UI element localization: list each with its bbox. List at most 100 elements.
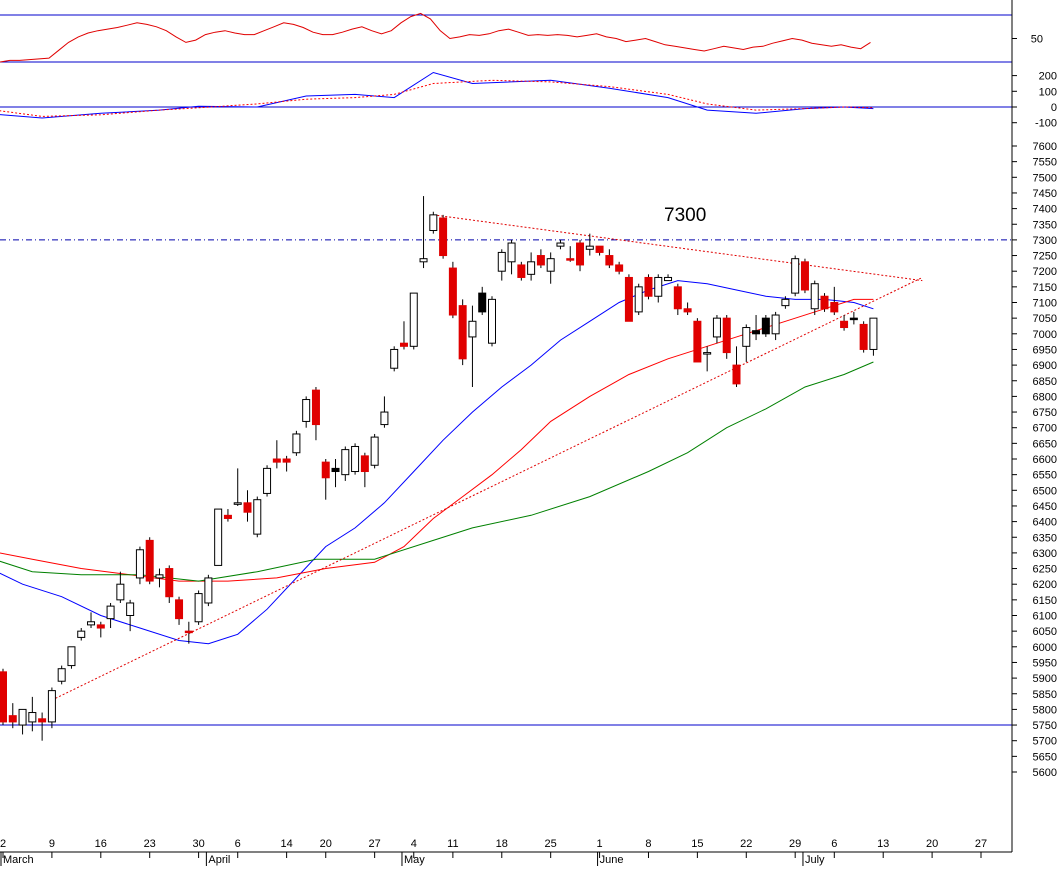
candle-body xyxy=(184,630,193,634)
candle-body xyxy=(87,621,96,626)
moving-average-line xyxy=(0,361,874,582)
x-tick-label: 23 xyxy=(144,838,156,850)
candle-body xyxy=(761,317,770,335)
month-label: April xyxy=(208,854,230,866)
candle-body xyxy=(448,267,457,316)
candle-body xyxy=(439,217,448,257)
candle-body xyxy=(468,320,477,338)
candle-body xyxy=(106,605,115,620)
price-tick-label: 6800 xyxy=(1033,391,1057,403)
candle-body xyxy=(771,314,780,335)
price-tick-label: 6950 xyxy=(1033,344,1057,356)
candle-body xyxy=(311,389,320,426)
candle-body xyxy=(135,549,144,579)
price-tick-label: 5700 xyxy=(1033,736,1057,748)
price-tick-label: 5900 xyxy=(1033,673,1057,685)
candle-body xyxy=(458,305,467,360)
x-tick-label: 4 xyxy=(411,838,417,850)
price-tick-label: 6150 xyxy=(1033,595,1057,607)
price-tick-label: 7350 xyxy=(1033,219,1057,231)
candle-body xyxy=(478,292,487,313)
candle-body xyxy=(869,317,878,350)
price-tick-label: 6250 xyxy=(1033,564,1057,576)
candle-body xyxy=(57,668,66,682)
candle-body xyxy=(399,342,408,347)
price-tick-label: 7450 xyxy=(1033,188,1057,200)
price-tick-label: 7050 xyxy=(1033,313,1057,325)
price-tick-label: 6300 xyxy=(1033,548,1057,560)
price-tick-label: 7300 xyxy=(1033,235,1057,247)
candle-body xyxy=(165,568,174,598)
price-tick-label: 5850 xyxy=(1033,689,1057,701)
x-tick-label: 20 xyxy=(926,838,938,850)
candle-body xyxy=(77,630,86,638)
x-tick-label: 15 xyxy=(691,838,703,850)
price-tick-label: 5950 xyxy=(1033,657,1057,669)
candle-body xyxy=(204,577,213,604)
price-tick-label: 7000 xyxy=(1033,329,1057,341)
price-tick-label: 6900 xyxy=(1033,360,1057,372)
candle-body xyxy=(712,317,721,338)
price-tick-label: 6450 xyxy=(1033,501,1057,513)
candle-body xyxy=(8,715,17,723)
price-tick-label: 6500 xyxy=(1033,485,1057,497)
x-tick-label: 1 xyxy=(597,838,603,850)
candle-body xyxy=(820,295,829,310)
x-tick-label: 29 xyxy=(789,838,801,850)
candle-body xyxy=(302,399,311,422)
price-tick-label: 7600 xyxy=(1033,141,1057,153)
indicator1-tick-label: 50 xyxy=(1031,34,1043,46)
candle-body xyxy=(546,258,555,272)
candle-body xyxy=(155,574,164,579)
candle-body xyxy=(634,286,643,313)
candle-body xyxy=(194,593,203,623)
indicator1-series xyxy=(0,12,871,63)
month-label: May xyxy=(404,854,425,866)
candle-body xyxy=(722,317,731,354)
candle-body xyxy=(595,245,604,253)
candle-body xyxy=(67,646,76,667)
price-tick-label: 7150 xyxy=(1033,282,1057,294)
candle-body xyxy=(47,690,56,723)
indicator2-tick-label: 200 xyxy=(1039,71,1057,83)
candle-body xyxy=(840,320,849,329)
candle-body xyxy=(644,276,653,297)
x-tick-label: 13 xyxy=(877,838,889,850)
x-tick-label: 25 xyxy=(545,838,557,850)
candle-body xyxy=(497,251,506,272)
x-tick-label: 22 xyxy=(740,838,752,850)
candle-body xyxy=(566,258,575,261)
moving-average-line xyxy=(0,280,874,645)
candle-body xyxy=(390,348,399,369)
price-tick-label: 6050 xyxy=(1033,626,1057,638)
candle-body xyxy=(96,624,105,629)
candle-body xyxy=(673,286,682,310)
candle-body xyxy=(223,514,232,519)
x-tick-label: 2 xyxy=(0,838,6,850)
x-tick-label: 16 xyxy=(95,838,107,850)
candle-body xyxy=(175,599,184,620)
price-tick-label: 5650 xyxy=(1033,751,1057,763)
price-tick-label: 6400 xyxy=(1033,517,1057,529)
candle-body xyxy=(351,445,360,473)
candle-body xyxy=(683,308,692,313)
x-tick-label: 6 xyxy=(235,838,241,850)
annotation-label: 7300 xyxy=(664,205,706,226)
candle-body xyxy=(380,411,389,426)
candle-body xyxy=(517,264,526,278)
candle-body xyxy=(830,302,839,313)
indicator2-tick-label: -100 xyxy=(1035,118,1057,130)
x-tick-label: 6 xyxy=(831,838,837,850)
candle-body xyxy=(576,242,585,266)
price-tick-label: 6100 xyxy=(1033,611,1057,623)
candle-body xyxy=(585,245,594,250)
candle-body xyxy=(214,508,223,566)
price-tick-label: 7400 xyxy=(1033,204,1057,216)
candle-body xyxy=(341,449,350,476)
candle-body xyxy=(605,255,614,266)
x-tick-label: 11 xyxy=(447,838,458,850)
candle-body xyxy=(18,708,27,726)
candle-body xyxy=(419,258,428,263)
